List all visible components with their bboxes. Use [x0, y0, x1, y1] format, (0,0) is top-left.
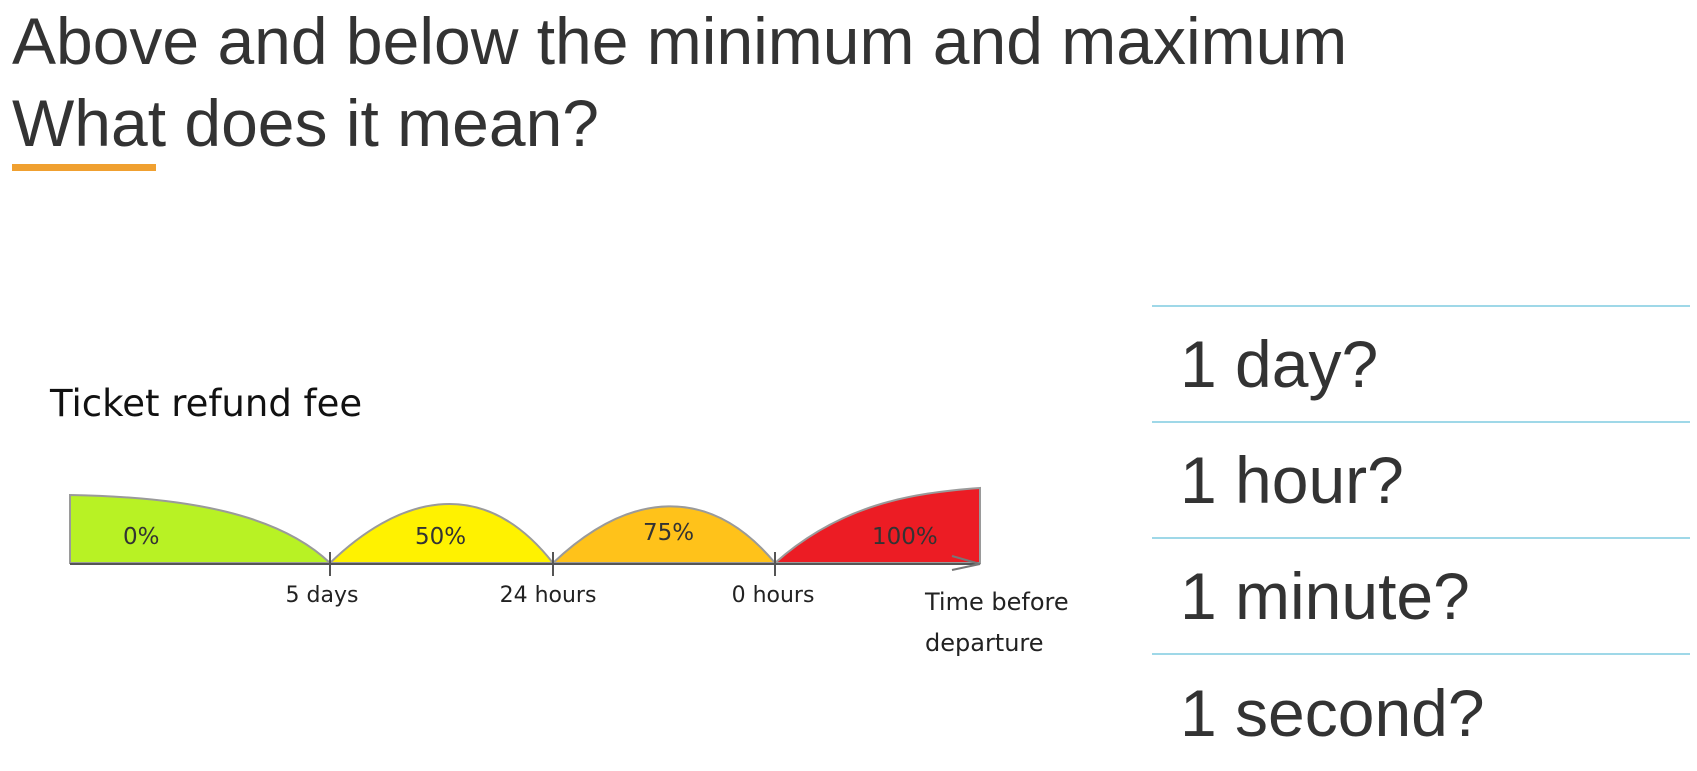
axis-arrow-icon: [951, 555, 981, 571]
segment-0-percent: [69, 493, 333, 564]
segment-label-100-percent: 100%: [872, 524, 938, 550]
tick-label-0-hours: 0 hours: [732, 583, 815, 608]
question-1-second: 1 second?: [1180, 676, 1485, 750]
axis-label-line-1: Time before: [924, 588, 1069, 616]
segment-label-75-percent: 75%: [643, 520, 694, 546]
segment-label-50-percent: 50%: [415, 524, 466, 550]
segment-label-0-percent: 0%: [123, 524, 160, 550]
tick-label-24-hours: 24 hours: [500, 583, 597, 608]
segment-100-percent: [772, 486, 981, 564]
question-1-hour: 1 hour?: [1180, 443, 1404, 517]
axis-label-line-2: departure: [925, 629, 1044, 657]
segment-75-percent: [550, 505, 778, 564]
title-accent-underline: [12, 164, 156, 171]
slide-title-line-2: What does it mean?: [12, 86, 599, 160]
refund-fee-timeline: 0% 50% 75% 100% 5 days 24 hours 0 hours …: [69, 486, 1069, 657]
divider: [1152, 305, 1690, 307]
slide-title: Above and below the minimum and maximum …: [12, 0, 1347, 164]
divider: [1152, 537, 1690, 539]
segment-50-percent: [327, 502, 556, 564]
question-list: 1 day? 1 hour? 1 minute? 1 second?: [1152, 305, 1690, 771]
question-1-minute: 1 minute?: [1180, 559, 1470, 633]
tick-label-5-days: 5 days: [286, 583, 359, 608]
divider: [1152, 653, 1690, 655]
diagram-title: Ticket refund fee: [50, 382, 363, 425]
divider: [1152, 421, 1690, 423]
slide-title-line-1: Above and below the minimum and maximum: [12, 4, 1348, 78]
question-1-day: 1 day?: [1180, 327, 1379, 401]
